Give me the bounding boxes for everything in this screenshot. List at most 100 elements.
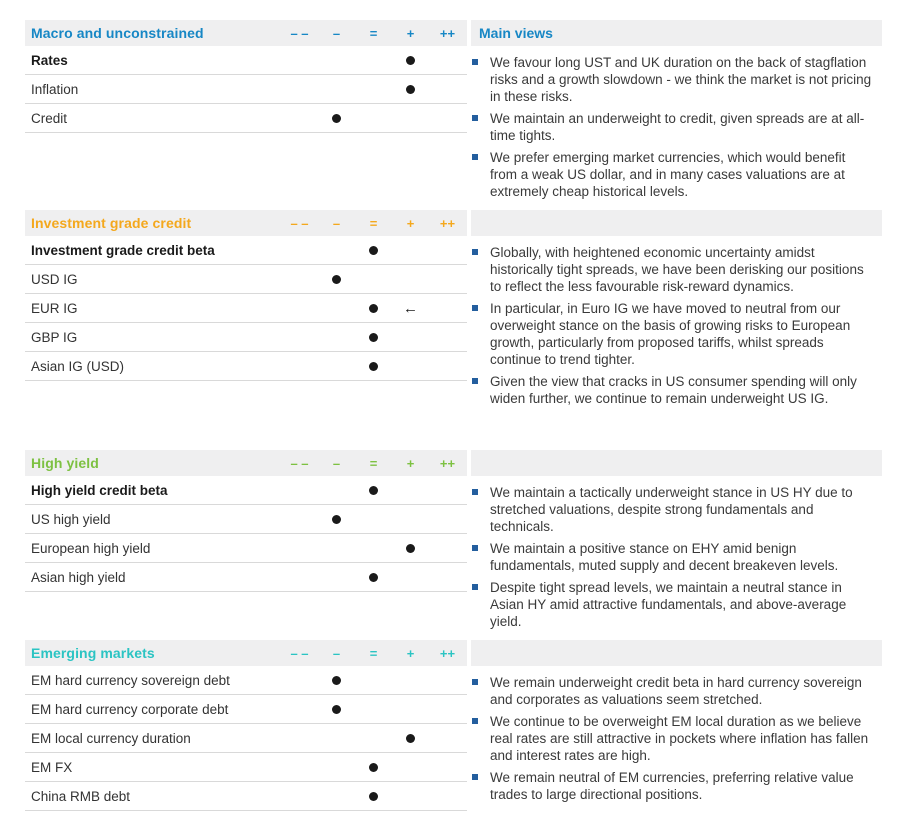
rating-dot <box>406 543 415 553</box>
table-row: European high yield <box>25 534 467 563</box>
rating-cells: ← <box>281 294 467 322</box>
rating-cell <box>429 695 466 723</box>
rating-cell <box>281 352 318 380</box>
bullet-square-icon <box>472 59 478 65</box>
scale-label: – <box>332 25 341 41</box>
rating-cell <box>392 46 429 74</box>
view-item: We remain underweight credit beta in har… <box>471 674 882 708</box>
table-row: China RMB debt <box>25 782 467 811</box>
view-item: We continue to be overweight EM local du… <box>471 713 882 764</box>
shift-arrow-icon: ← <box>403 299 418 317</box>
rating-cell <box>429 476 466 504</box>
rating-cell <box>429 294 466 322</box>
rating-dot <box>406 84 415 94</box>
rating-cells <box>281 505 467 533</box>
rating-cell <box>429 563 466 591</box>
sections-root: Macro and unconstrained – – – = + ++ Rates Infl… <box>25 20 882 811</box>
rating-cell <box>281 695 318 723</box>
rating-cell <box>318 782 355 810</box>
section-header: High yield – – – = + ++ <box>25 450 467 476</box>
rating-cell <box>392 75 429 103</box>
rating-cells <box>281 236 467 264</box>
rating-dot <box>369 332 378 342</box>
table-row: EM hard currency corporate debt <box>25 695 467 724</box>
rating-cell <box>318 236 355 264</box>
table-row: Credit <box>25 104 467 133</box>
rating-cell <box>392 323 429 351</box>
rating-scale: – – – = + ++ <box>281 456 467 471</box>
views-column: Main views We favour long UST and UK dura… <box>471 20 882 205</box>
rating-cell <box>392 104 429 132</box>
scale-label: ++ <box>439 455 456 471</box>
rating-dot <box>369 762 378 772</box>
rating-cell <box>392 534 429 562</box>
scale-label: = <box>369 455 378 471</box>
positioning-table: Macro and unconstrained – – – = + ++ Rates Infl… <box>25 20 467 133</box>
table-row: Asian IG (USD) <box>25 352 467 381</box>
rating-cell <box>318 666 355 694</box>
row-label: Inflation <box>31 81 79 97</box>
view-text: Globally, with heightened economic uncer… <box>490 245 864 294</box>
rating-cell <box>429 782 466 810</box>
rating-cell <box>281 505 318 533</box>
row-label: EUR IG <box>31 300 78 316</box>
section-header: Emerging markets – – – = + ++ <box>25 640 467 666</box>
table-row: EM FX <box>25 753 467 782</box>
table-row: Inflation <box>25 75 467 104</box>
rating-cell <box>355 505 392 533</box>
bullet-square-icon <box>472 249 478 255</box>
rating-dot <box>406 733 415 743</box>
section-title: High yield <box>31 455 99 471</box>
view-text: We remain neutral of EM currencies, pref… <box>490 770 854 802</box>
row-label: USD IG <box>31 271 78 287</box>
rating-cells <box>281 666 467 694</box>
scale-label: ++ <box>439 215 456 231</box>
main-views-title: Main views <box>479 25 553 41</box>
rating-cells <box>281 265 467 293</box>
rating-dot <box>332 274 341 284</box>
section-macro-and-unconstrained: Macro and unconstrained – – – = + ++ Rates Infl… <box>25 20 882 210</box>
scale-label: + <box>406 25 415 41</box>
rating-cell <box>392 265 429 293</box>
rating-cells <box>281 782 467 810</box>
views-list: Globally, with heightened economic uncer… <box>471 244 882 407</box>
rating-dot <box>332 113 341 123</box>
bullet-square-icon <box>472 154 478 160</box>
table-row: GBP IG <box>25 323 467 352</box>
row-label: Investment grade credit beta <box>31 242 215 258</box>
rating-cell <box>318 294 355 322</box>
scale-label: = <box>369 25 378 41</box>
row-label: Credit <box>31 110 68 126</box>
row-label: US high yield <box>31 511 111 527</box>
rating-cell <box>392 753 429 781</box>
rating-cell <box>429 104 466 132</box>
rating-cell <box>318 505 355 533</box>
scale-label: – – <box>290 455 309 471</box>
views-column: We maintain a tactically underweight sta… <box>471 450 882 635</box>
view-item: Despite tight spread levels, we maintain… <box>471 579 882 630</box>
scale-label: + <box>406 215 415 231</box>
rating-cell <box>429 352 466 380</box>
rating-cell <box>429 666 466 694</box>
band-gap <box>467 210 471 236</box>
rating-cell <box>355 352 392 380</box>
rating-cell <box>392 563 429 591</box>
scale-label: + <box>406 455 415 471</box>
rating-dot <box>369 791 378 801</box>
scale-label: ++ <box>439 25 456 41</box>
rating-cell <box>281 563 318 591</box>
table-row: EM hard currency sovereign debt <box>25 666 467 695</box>
view-item: In particular, in Euro IG we have moved … <box>471 300 882 368</box>
rating-cell <box>355 724 392 752</box>
section-header: Investment grade credit – – – = + ++ <box>25 210 467 236</box>
view-item: Given the view that cracks in US consume… <box>471 373 882 407</box>
scale-label: – – <box>290 25 309 41</box>
row-label: EM hard currency sovereign debt <box>31 672 230 688</box>
rating-cell <box>318 75 355 103</box>
bullet-square-icon <box>472 718 478 724</box>
scale-label: + <box>406 645 415 661</box>
rating-cell <box>392 695 429 723</box>
rating-cell <box>355 294 392 322</box>
section-header-extension <box>471 640 882 666</box>
rating-cell <box>429 505 466 533</box>
